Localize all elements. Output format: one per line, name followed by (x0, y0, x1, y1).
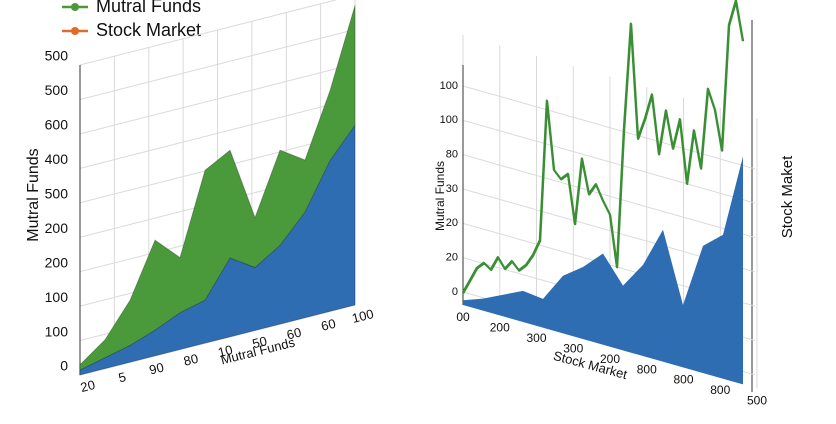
y-tick-label: 20 (446, 252, 458, 264)
legend-label: Mutral Funds (96, 0, 201, 16)
y-tick-label: 500 (45, 48, 69, 64)
y-tick-label: 400 (45, 151, 69, 167)
plot (79, 0, 356, 376)
y-tick-label: 30 (446, 183, 458, 195)
y-tick-label: 100 (45, 323, 69, 339)
y-tick-label: 200 (45, 254, 69, 270)
x-tick-label: 90 (148, 359, 166, 377)
x-tick-label: 20 (79, 377, 97, 395)
grid-line (463, 85, 755, 170)
x-tick-label: 200 (490, 321, 510, 335)
y-tick-label: 100 (45, 289, 69, 305)
area (463, 156, 743, 385)
x-tick-label: 800 (637, 362, 657, 376)
legend-marker (71, 27, 79, 35)
x-tick-label: 00 (456, 310, 470, 324)
line (461, 0, 745, 294)
plot (461, 0, 758, 389)
y-axis-title: Mutral Funds (433, 161, 447, 231)
y2-axis-title: Stock Maket (779, 155, 796, 238)
y-tick-label: 0 (452, 286, 458, 298)
y-tick-label: 200 (45, 220, 69, 236)
x-tick-label: 50 (251, 333, 269, 351)
y-tick-label: 100 (440, 114, 458, 126)
grid-line (463, 154, 755, 239)
legend-marker (71, 3, 79, 11)
x-tick-label: 60 (285, 324, 303, 342)
grid-line (463, 119, 755, 204)
x-tick-label: 100 (350, 306, 375, 326)
x-tick-label: 300 (563, 341, 583, 355)
legend-label: Stock Market (96, 20, 201, 40)
area (79, 5, 356, 371)
x-tick-label: 10 (216, 342, 234, 360)
y-axis-title: Mutral Funds (25, 148, 42, 241)
y-tick-label: 100 (440, 80, 458, 92)
x-tick-label: 800 (673, 373, 693, 387)
y-tick-label: 600 (45, 117, 69, 133)
y-tick-label: 80 (446, 149, 458, 161)
x-tick-label: 5 (117, 369, 128, 385)
y-tick-label: 0 (60, 358, 68, 374)
x-tick-label: 500 (747, 394, 767, 408)
x-tick-label: 200 (600, 352, 620, 366)
y-tick-label: 20 (446, 217, 458, 229)
x-tick-label: 800 (710, 383, 730, 397)
y-tick-label: 500 (45, 185, 69, 201)
x-tick-label: 80 (182, 351, 200, 369)
y-tick-label: 500 (45, 82, 69, 98)
x-tick-label: 60 (320, 316, 338, 334)
x-tick-label: 300 (526, 331, 546, 345)
